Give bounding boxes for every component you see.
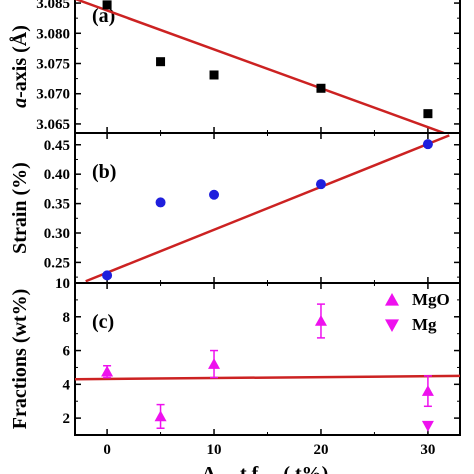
y-tick-label: 0.40 [44,167,70,183]
data-point-square [423,109,433,119]
y-tick-label: 3.075 [36,57,70,73]
y-tick-label: 0.35 [44,197,70,213]
y-axis-label-italic: a [9,98,31,108]
legend-marker-triangle-down [385,319,399,332]
y-tick-label: 4 [63,377,71,393]
fit-line [75,374,460,381]
data-point-square [209,70,219,80]
panel-content [85,134,450,283]
data-point-circle [315,179,326,190]
y-axis-label: Strain (%) [9,162,31,254]
y-axis-label: a-axis (Å) [8,25,31,108]
data-point-square [156,57,166,67]
panel-3: 2 4 6 8 10 0 10 20 30 Fractions (wt%) (c) MgO Mg [9,276,461,458]
y-tick-label: 3.065 [36,117,70,133]
y-tick-label: 3.080 [36,26,70,42]
fit-line [85,134,450,283]
legend-marker-triangle-up [385,293,399,306]
y-tick-label: 6 [63,344,71,360]
y-tick-label: 0.25 [44,255,70,271]
fit-line [75,0,445,133]
x-tick-label: 30 [420,442,435,458]
x-axis-label: A ... t f ... ( t%) [202,463,329,474]
panel-tag: (b) [92,161,116,183]
y-axis-label-rest: -axis (Å) [8,25,31,98]
panel-tag: (c) [92,311,114,333]
data-point-circle [155,197,166,208]
data-point-triangle-down [421,420,434,432]
y-tick-label: 3.070 [36,87,70,103]
y-tick-label: 2 [63,411,71,427]
legend-label: MgO [412,290,450,309]
panel-content [75,0,445,133]
x-tick-label: 0 [103,442,111,458]
y-tick-label: 0.30 [44,226,70,242]
data-point-square [102,0,112,10]
x-tick-label: 20 [313,442,328,458]
data-point-triangle-up [421,385,434,396]
data-point-triangle-up [154,410,167,422]
y-tick-label: 0.45 [44,138,70,154]
data-point-circle [422,139,433,150]
legend-label: Mg [412,315,437,334]
y-tick-label: 10 [55,276,70,292]
data-point-circle [102,270,113,281]
y-tick-label: 3.085 [36,0,70,12]
data-point-triangle-up [314,315,327,326]
data-point-triangle-up [208,358,221,369]
data-point-square [316,83,326,93]
data-point-circle [209,189,220,200]
y-axis-label: Fractions (wt%) [9,289,31,430]
x-tick-label: 10 [207,442,222,458]
data-point-triangle-up [101,365,114,377]
y-tick-label: 8 [63,310,71,326]
